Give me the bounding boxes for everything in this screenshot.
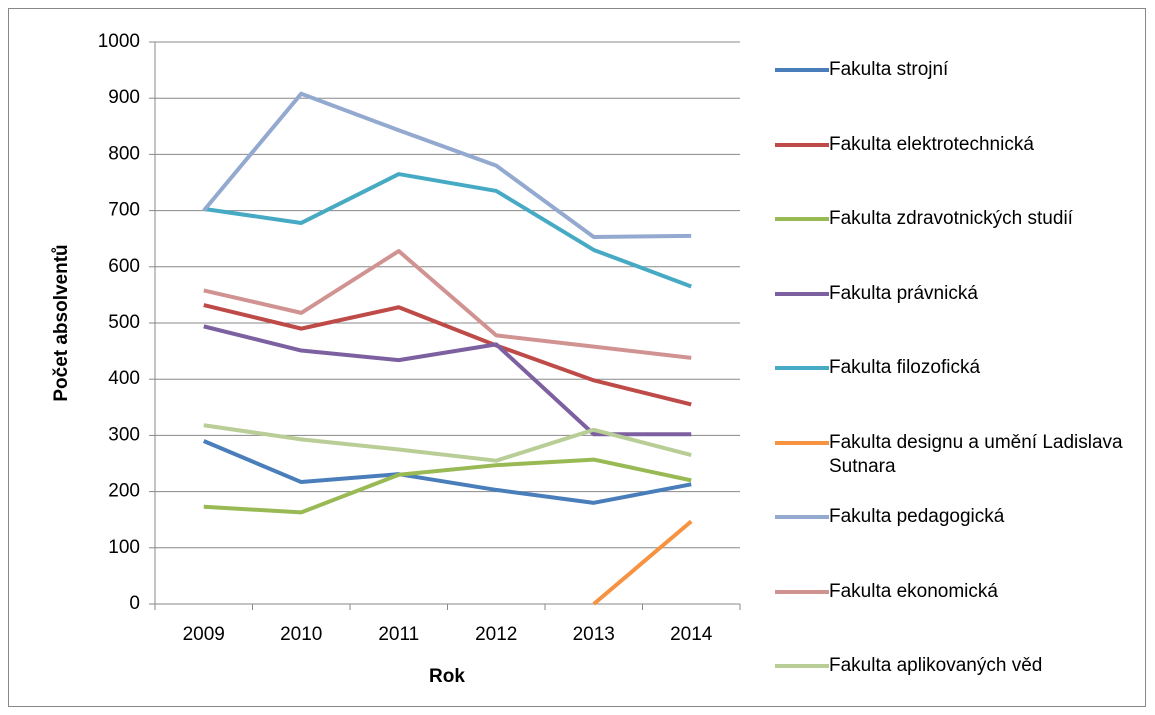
legend-item: Fakulta filozofická bbox=[775, 356, 1147, 380]
legend-item: Fakulta aplikovaných věd bbox=[775, 654, 1147, 678]
legend-item: Fakulta právnická bbox=[775, 282, 1147, 306]
series-line bbox=[203, 303, 692, 407]
y-tick-label: 1000 bbox=[98, 31, 140, 52]
legend-label: Fakulta aplikovaných věd bbox=[829, 655, 1043, 676]
legend-label: Fakulta právnická bbox=[829, 282, 978, 304]
y-tick-label: 900 bbox=[108, 87, 140, 108]
x-tick-label: 2013 bbox=[573, 624, 615, 645]
legend-item: Fakulta elektrotechnická bbox=[775, 133, 1147, 157]
y-tick-label: 200 bbox=[108, 481, 140, 502]
series-line bbox=[202, 91, 692, 240]
legend-item: Fakulta strojní bbox=[775, 58, 1147, 82]
legend-label: Fakulta zdravotnických studií bbox=[829, 208, 1073, 229]
y-tick-label: 800 bbox=[108, 143, 140, 164]
y-tick-label: 0 bbox=[129, 593, 140, 614]
legend-item: Fakulta ekonomická bbox=[775, 580, 1147, 604]
x-tick-label: 2009 bbox=[183, 624, 225, 645]
x-tick-label: 2011 bbox=[378, 624, 419, 645]
y-tick-label: 600 bbox=[108, 256, 140, 277]
chart-border bbox=[8, 8, 1146, 707]
x-tick-label: 2012 bbox=[475, 624, 517, 645]
y-tick-label: 300 bbox=[108, 424, 140, 445]
legend-item: Fakulta zdravotnických studií bbox=[775, 207, 1147, 231]
legend-swatch bbox=[775, 217, 829, 221]
legend-item: Fakulta designu a umění Ladislava Sutnar… bbox=[775, 431, 1147, 479]
legend-label: Fakulta strojní bbox=[829, 59, 949, 80]
y-tick-label: 500 bbox=[108, 312, 140, 333]
legend-label: Fakulta designu a umění Ladislava Sutnar… bbox=[829, 431, 1123, 477]
y-tick-label: 100 bbox=[108, 537, 140, 558]
x-axis-title: Rok bbox=[429, 666, 465, 687]
y-tick-label: 700 bbox=[108, 200, 140, 221]
legend-swatch bbox=[775, 515, 829, 519]
legend-label: Fakulta ekonomická bbox=[829, 580, 998, 602]
legend-swatch bbox=[775, 589, 829, 594]
legend-swatch bbox=[775, 366, 829, 370]
legend-label: Fakulta pedagogická bbox=[829, 506, 1005, 527]
series-line bbox=[202, 439, 692, 505]
legend-swatch bbox=[775, 664, 829, 668]
x-tick-label: 2010 bbox=[280, 624, 322, 645]
series-line bbox=[592, 519, 693, 606]
legend-swatch bbox=[775, 142, 829, 147]
legend-swatch bbox=[775, 68, 829, 72]
y-axis-title: Počet absolventů bbox=[51, 244, 72, 401]
legend-label: Fakulta elektrotechnická bbox=[829, 133, 1034, 155]
series-line bbox=[203, 172, 692, 289]
series-line bbox=[203, 249, 692, 360]
legend-label: Fakulta filozofická bbox=[829, 357, 981, 378]
legend-swatch bbox=[775, 291, 829, 296]
x-tick-label: 2014 bbox=[670, 624, 713, 645]
legend-swatch bbox=[775, 440, 829, 445]
y-tick-label: 400 bbox=[108, 368, 140, 389]
series-line bbox=[203, 457, 692, 515]
legend-item: Fakulta pedagogická bbox=[775, 505, 1147, 529]
series-line bbox=[203, 423, 692, 463]
